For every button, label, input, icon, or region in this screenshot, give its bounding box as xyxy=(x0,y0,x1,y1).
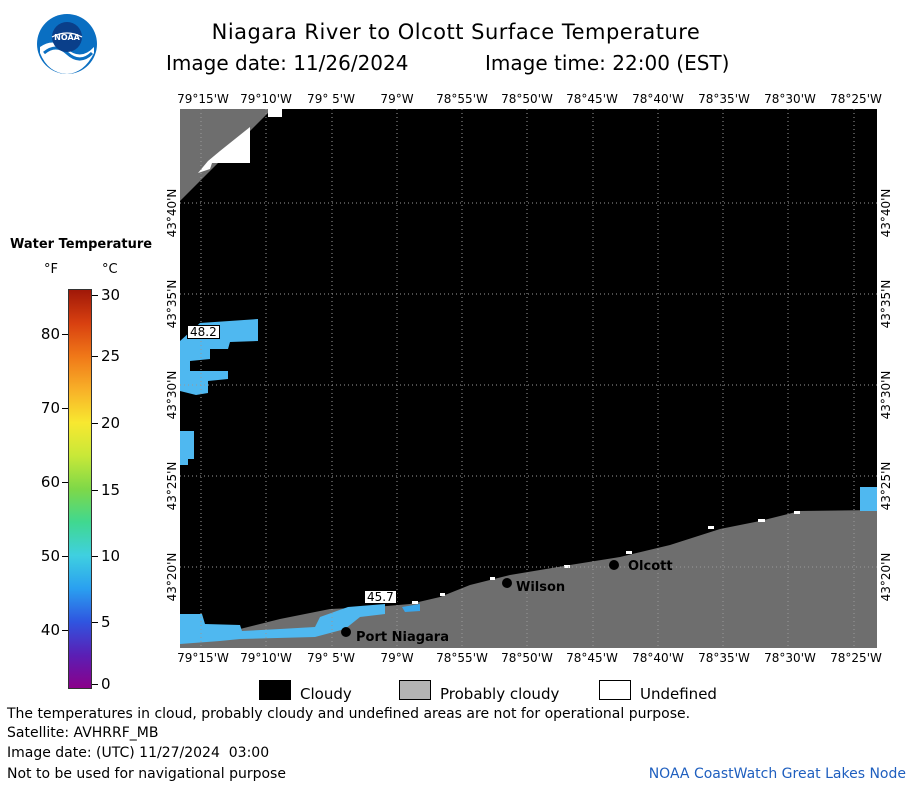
lon-label: 78°25'W xyxy=(830,651,882,665)
water-temp-area xyxy=(180,431,194,459)
wilson-marker xyxy=(502,578,512,588)
lon-label: 79°15'W xyxy=(177,651,229,665)
lon-label: 79° 5'W xyxy=(307,651,355,665)
noaa-logo: NOAA xyxy=(36,13,98,75)
water-temp-area xyxy=(860,487,877,511)
tick-f-mark xyxy=(62,482,68,483)
tick-c-mark xyxy=(92,356,98,357)
lat-label: 43°35'N xyxy=(879,279,893,329)
water-temp-area xyxy=(402,604,420,612)
label-wilson: Wilson xyxy=(516,580,566,595)
lon-label: 79°10'W xyxy=(240,92,292,106)
tick-c-label: 20 xyxy=(101,414,121,432)
tick-f-mark xyxy=(62,556,68,557)
port-niagara-marker xyxy=(341,627,351,637)
tick-c-mark xyxy=(92,490,98,491)
page-title: Niagara River to Olcott Surface Temperat… xyxy=(211,20,701,44)
tick-f-label: 70 xyxy=(40,399,60,417)
lon-label: 78°50'W xyxy=(501,651,553,665)
tick-c-label: 5 xyxy=(101,613,111,631)
tick-c-label: 25 xyxy=(101,347,121,365)
lat-label: 43°30'N xyxy=(879,370,893,420)
lon-label: 78°35'W xyxy=(698,92,750,106)
tick-f-mark xyxy=(62,408,68,409)
lat-label: 43°35'N xyxy=(165,279,179,329)
lon-label: 79°10'W xyxy=(240,651,292,665)
water-temp-area xyxy=(180,604,385,644)
tick-c-label: 30 xyxy=(101,286,121,304)
tick-f-mark xyxy=(62,334,68,335)
lon-label: 78°45'W xyxy=(566,92,618,106)
lon-label: 78°45'W xyxy=(566,651,618,665)
lon-label: 79°15'W xyxy=(177,92,229,106)
tick-c-label: 15 xyxy=(101,481,121,499)
tick-c-label: 10 xyxy=(101,547,121,565)
lon-label: 78°30'W xyxy=(764,92,816,106)
olcott-marker xyxy=(609,560,619,570)
footer-satellite: Satellite: AVHRRF_MB xyxy=(7,725,159,741)
water-temp-area xyxy=(180,459,188,465)
color-scale-bar xyxy=(68,289,92,689)
graticule xyxy=(180,109,877,648)
lat-label: 43°20'N xyxy=(165,552,179,602)
lon-label: 78°55'W xyxy=(436,651,488,665)
image-date: Image date: 11/26/2024 xyxy=(166,51,409,75)
temp-label-1: 48.2 xyxy=(187,325,220,339)
lon-label: 78°55'W xyxy=(436,92,488,106)
tick-c-mark xyxy=(92,423,98,424)
tick-c-label: 0 xyxy=(101,675,111,693)
label-olcott: Olcott xyxy=(628,559,673,574)
footer-utc: Image date: (UTC) 11/27/2024 03:00 xyxy=(7,745,270,761)
tick-c-mark xyxy=(92,684,98,685)
footer-note: The temperatures in cloud, probably clou… xyxy=(7,706,691,722)
lat-label: 43°30'N xyxy=(165,370,179,420)
legend-title: Water Temperature xyxy=(10,237,153,252)
lon-label: 78°40'W xyxy=(632,92,684,106)
tick-c-mark xyxy=(92,295,98,296)
lon-label: 78°50'W xyxy=(501,92,553,106)
label-port-niagara: Port Niagara xyxy=(356,630,449,645)
undefined-area xyxy=(268,109,282,117)
tick-f-label: 60 xyxy=(40,473,60,491)
lat-label: 43°25'N xyxy=(165,461,179,511)
key-probably-cloudy-label: Probably cloudy xyxy=(440,685,560,703)
key-undefined-swatch xyxy=(599,680,631,700)
lon-label: 79°W xyxy=(380,92,414,106)
tick-c-mark xyxy=(92,556,98,557)
lon-label: 78°35'W xyxy=(698,651,750,665)
temp-label-2: 45.7 xyxy=(364,590,397,604)
lon-label: 78°30'W xyxy=(764,651,816,665)
unit-c: °C xyxy=(102,262,118,277)
lat-label: 43°40'N xyxy=(165,188,179,238)
lat-label: 43°25'N xyxy=(879,461,893,511)
temperature-map xyxy=(180,109,877,648)
lon-label: 79°W xyxy=(380,651,414,665)
undefined-area xyxy=(198,127,250,173)
key-undefined-label: Undefined xyxy=(640,685,717,703)
tick-f-label: 80 xyxy=(40,325,60,343)
lon-label: 78°25'W xyxy=(830,92,882,106)
unit-f: °F xyxy=(44,262,58,277)
tick-c-mark xyxy=(92,622,98,623)
tick-f-label: 40 xyxy=(40,621,60,639)
key-probably-cloudy-swatch xyxy=(399,680,431,700)
footer-nav: Not to be used for navigational purpose xyxy=(7,766,286,782)
lat-label: 43°40'N xyxy=(879,188,893,238)
lat-label: 43°20'N xyxy=(879,552,893,602)
undefined-specks xyxy=(412,511,800,604)
tick-f-label: 50 xyxy=(40,547,60,565)
lon-label: 79° 5'W xyxy=(307,92,355,106)
key-cloudy-label: Cloudy xyxy=(300,685,352,703)
image-time: Image time: 22:00 (EST) xyxy=(485,51,730,75)
footer-credit-link[interactable]: NOAA CoastWatch Great Lakes Node xyxy=(648,766,906,782)
noaa-logo-text: NOAA xyxy=(54,33,80,42)
tick-f-mark xyxy=(62,630,68,631)
key-cloudy-swatch xyxy=(259,680,291,700)
lon-label: 78°40'W xyxy=(632,651,684,665)
